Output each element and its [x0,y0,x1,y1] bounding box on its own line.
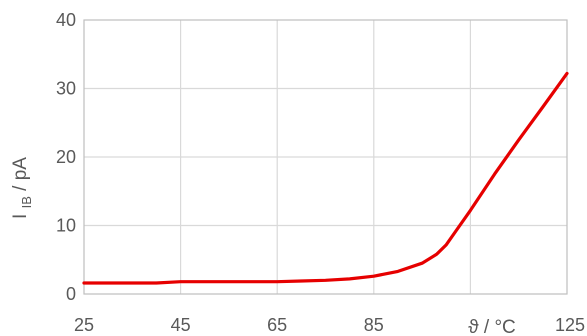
y-tick-label: 0 [66,284,76,304]
y-tick-label: 30 [56,79,76,99]
x-tick-label: 125 [555,315,585,335]
y-tick-label: 20 [56,147,76,167]
x-axis-label: ϑ / °C [468,317,516,336]
y-axis-label: I IB / pA [10,157,36,219]
series-line [82,71,569,285]
x-tick-label: 65 [267,315,287,335]
y-tick-label: 10 [56,216,76,236]
y-axis-label-main: I [10,214,31,219]
y-axis-label-unit: / pA [10,157,31,191]
x-tick-label: 25 [74,315,94,335]
y-axis-label-subscript: IB [19,196,34,208]
x-tick-label: 45 [171,315,191,335]
y-tick-label: 40 [56,10,76,30]
grid-lines [84,20,567,294]
tick-labels: 0 10 20 30 40 25 45 65 85 125 [56,10,585,335]
x-tick-label: 85 [364,315,384,335]
series-layer [82,71,569,285]
plot-area-frame [83,19,568,295]
